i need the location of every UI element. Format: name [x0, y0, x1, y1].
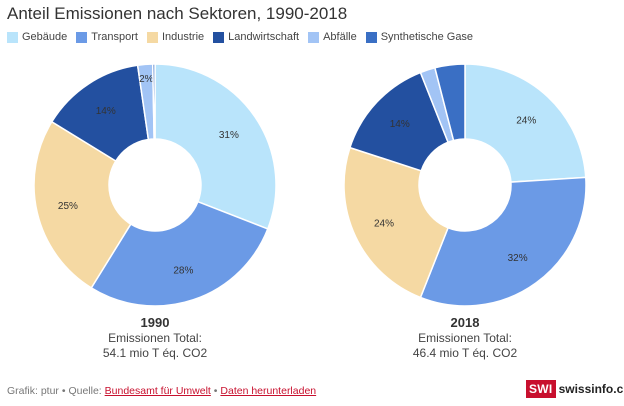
footer-separator: • — [213, 385, 218, 397]
slice-industrie — [33, 120, 132, 289]
total-value: 46.4 mio T éq. CO2 — [412, 346, 518, 360]
legend-swatch — [213, 31, 225, 43]
legend-label: Synthetische Gase — [380, 31, 474, 43]
total-value: 54.1 mio T éq. CO2 — [102, 346, 208, 360]
swi-badge: SWI — [526, 380, 556, 398]
chart-year-1990: 1990 — [140, 315, 170, 330]
slice-label-transport: 28% — [173, 265, 193, 276]
legend-item-gebaeude: Gebäude — [7, 31, 67, 43]
brand-name: swissinfo.ch — [558, 382, 624, 396]
source-link[interactable]: Bundesamt für Umwelt — [104, 385, 211, 397]
slice-gebaeude — [464, 63, 587, 183]
chart-title: Anteil Emissionen nach Sektoren, 1990-20… — [7, 4, 348, 23]
total-label: Emissionen Total: — [108, 331, 202, 345]
legend-item-abfaelle: Abfälle — [308, 31, 357, 43]
slice-label-landwirtschaft: 14% — [390, 119, 410, 130]
total-2018: Emissionen Total: 46.4 mio T éq. CO2 — [365, 331, 565, 361]
slice-industrie — [343, 146, 450, 299]
slice-label-gebaeude: 31% — [219, 130, 239, 141]
footer: Grafik: ptur • Quelle: Bundesamt für Umw… — [7, 385, 316, 397]
slice-label-landwirtschaft: 14% — [96, 106, 116, 117]
slice-gebaeude — [154, 63, 277, 230]
legend: Gebäude Transport Industrie Landwirtscha… — [7, 31, 482, 43]
legend-item-synthetische-gase: Synthetische Gase — [365, 31, 474, 43]
slice-synthetische-gase — [433, 63, 466, 142]
slice-synthetische-gase — [151, 63, 156, 140]
total-1990: Emissionen Total: 54.1 mio T éq. CO2 — [55, 331, 255, 361]
legend-label: Abfälle — [323, 31, 357, 43]
slice-label-abfaelle: 2% — [139, 74, 154, 85]
slice-label-transport: 32% — [508, 253, 528, 264]
legend-label: Industrie — [161, 31, 205, 43]
slice-transport — [90, 200, 269, 307]
legend-swatch — [365, 31, 377, 43]
legend-label: Transport — [91, 31, 138, 43]
legend-item-transport: Transport — [76, 31, 138, 43]
download-link[interactable]: Daten herunterladen — [220, 385, 317, 397]
donut-2018: 24% 32% 24% 14% — [343, 63, 587, 307]
slice-transport — [419, 176, 587, 307]
slice-label-gebaeude: 24% — [516, 115, 536, 126]
legend-swatch — [308, 31, 320, 43]
slice-label-industrie: 25% — [58, 201, 78, 212]
legend-label: Gebäude — [22, 31, 68, 43]
chart-year-2018: 2018 — [450, 315, 480, 330]
legend-label: Landwirtschaft — [228, 31, 300, 43]
legend-swatch — [146, 31, 158, 43]
slice-label-industrie: 24% — [374, 219, 394, 230]
legend-item-landwirtschaft: Landwirtschaft — [213, 31, 299, 43]
legend-swatch — [7, 31, 18, 43]
legend-swatch — [76, 31, 88, 43]
legend-item-industrie: Industrie — [146, 31, 205, 43]
footer-credit: Grafik: ptur • Quelle: — [7, 385, 102, 397]
total-label: Emissionen Total: — [418, 331, 512, 345]
brand-logo[interactable]: SWI swissinfo.ch — [526, 380, 624, 398]
donut-1990: 31% 28% 25% 14% 2% — [33, 63, 277, 307]
